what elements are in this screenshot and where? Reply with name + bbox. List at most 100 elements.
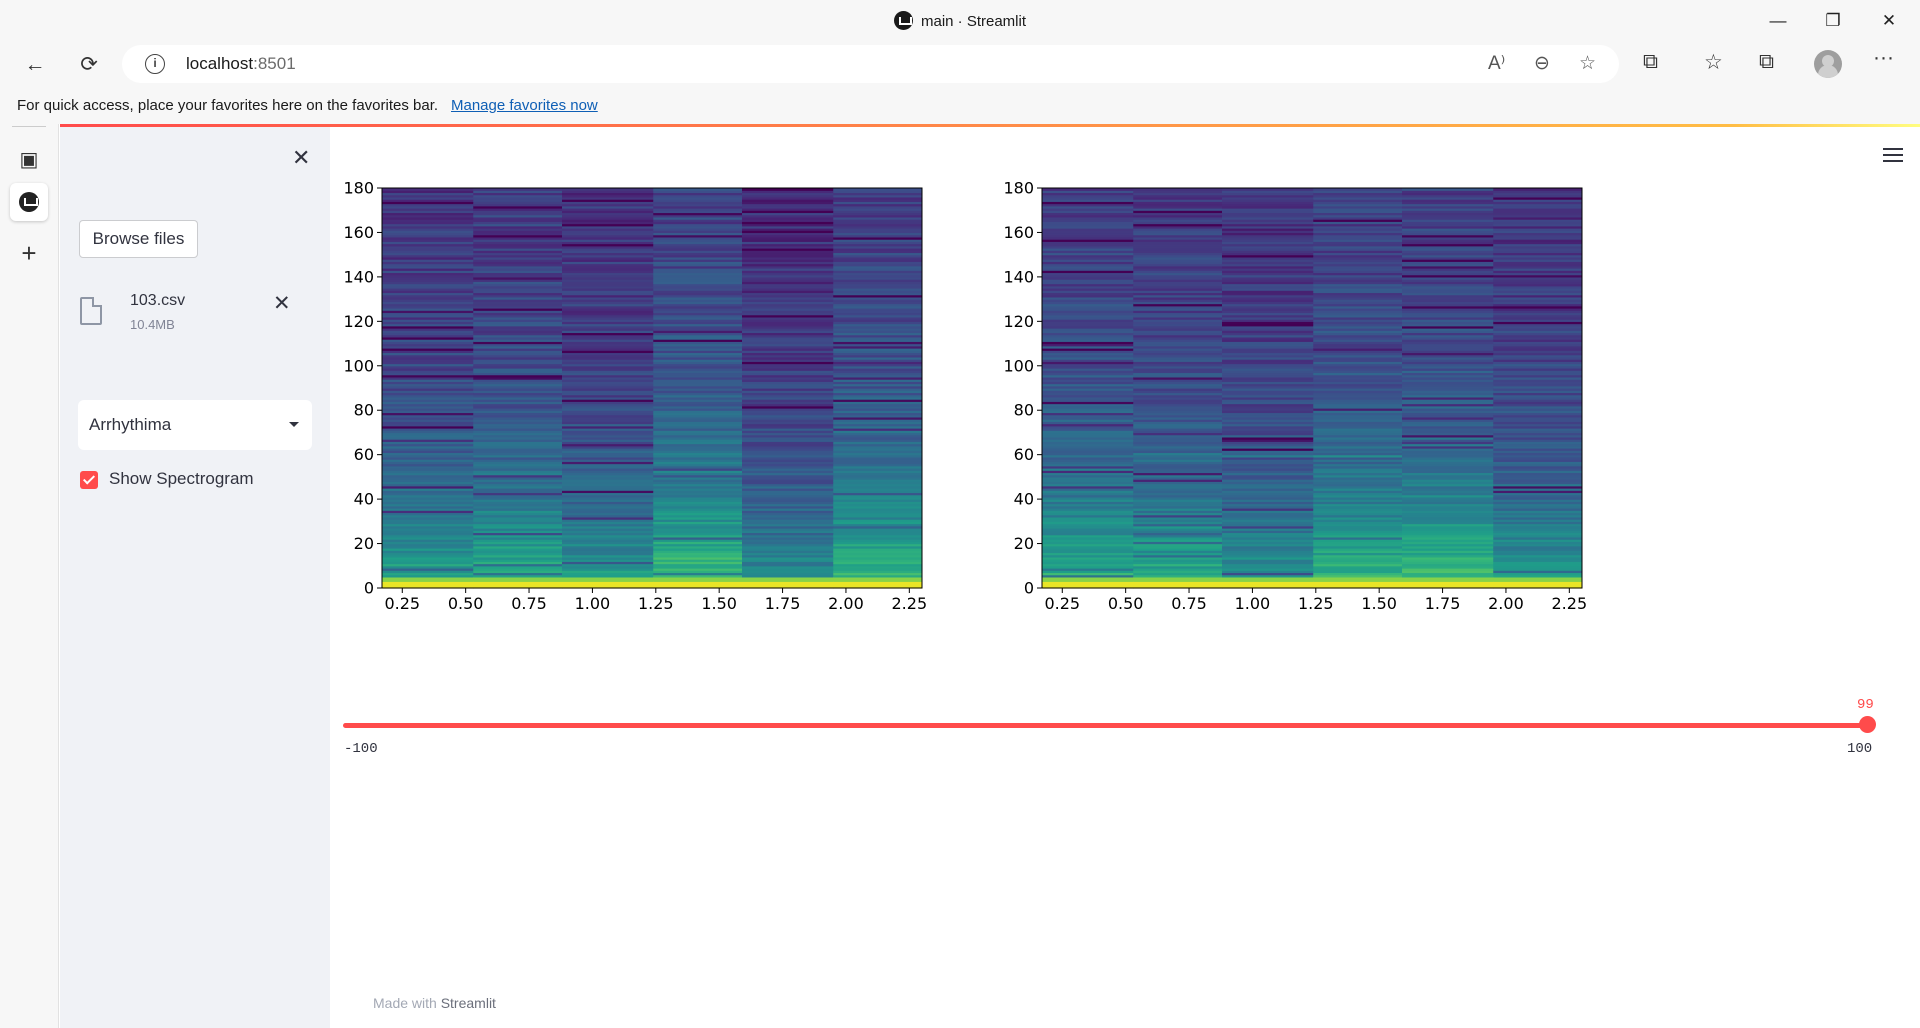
heatmap-cell [653,303,743,307]
heatmap-cell [1313,481,1403,485]
heatmap-cell [473,348,563,351]
heatmap-cell [742,343,834,347]
heatmap-cell [1493,299,1583,302]
show-spectrogram-checkbox[interactable] [80,471,98,489]
heatmap-cell [1402,499,1494,502]
heatmap-cell [653,310,743,314]
heatmap-cell [653,463,743,467]
minimize-button[interactable]: — [1769,11,1787,30]
heatmap-cell [1042,250,1134,254]
heatmap-cell [1133,212,1223,216]
heatmap-cell [562,248,654,251]
slider-thumb[interactable] [1859,716,1876,733]
heatmap-cell [1313,239,1403,242]
slider-min-label: -100 [344,741,378,757]
heatmap-cell [833,334,923,338]
restore-button[interactable]: ❐ [1825,11,1841,30]
heatmap-cell [833,579,923,582]
heatmap-cell [1402,352,1494,356]
heatmap-cell [473,256,563,260]
site-info-icon[interactable]: i [145,54,165,74]
heatmap-cell [382,252,474,256]
footer-brand-link[interactable]: Streamlit [440,995,496,1011]
heatmap-cell [562,408,654,411]
heatmap-cell [1222,243,1314,247]
heatmap-cell [1222,356,1314,360]
heatmap-cell [562,219,654,222]
heatmap-cell [1133,312,1223,316]
heatmap-cell [1042,548,1134,551]
heatmap-cell [1493,421,1583,425]
y-tick-label: 0 [364,579,374,598]
heatmap-cell [1222,563,1314,567]
heatmap-cell [1222,292,1314,296]
signal-type-select[interactable]: Arrhythima [78,400,312,450]
add-tab-icon[interactable]: + [21,238,37,268]
heatmap-cell [1493,196,1583,200]
heatmap-cell [1133,476,1223,480]
heatmap-cell [1042,559,1134,562]
heatmap-cell [1402,203,1494,207]
heatmap-cell [1222,350,1314,354]
heatmap-cell [653,210,743,214]
heatmap-cell [1133,256,1223,260]
sidebar-close-icon[interactable]: ✕ [292,145,311,170]
heatmap-cell [742,492,834,496]
heatmap-cell [1222,188,1314,191]
heatmap-cell [1313,325,1403,329]
heatmap-cell [473,276,563,280]
heatmap-cell [742,572,834,576]
url-text[interactable]: localhost:8501 [186,54,296,74]
heatmap-cell [1042,192,1134,196]
profile-avatar[interactable] [1814,50,1842,78]
heatmap-cell [653,219,743,222]
close-window-button[interactable]: ✕ [1881,11,1897,30]
heatmap-cell [1493,485,1583,489]
heatmap-cell [1313,499,1403,502]
more-menu-icon[interactable]: ··· [1873,46,1894,69]
edge-tab-streamlit[interactable] [10,183,48,221]
heatmap-cell [382,328,474,331]
app-sidebar: ✕ Browse files 103.csv 10.4MB ✕ Arrhythi… [60,127,330,1028]
heatmap-cell [1402,288,1494,291]
collections-icon[interactable]: ⧉ [1759,50,1774,73]
add-favorite-icon[interactable]: ☆ [1579,53,1597,74]
heatmap-cell [653,574,743,578]
favorites-icon[interactable]: ☆ [1704,51,1723,74]
manage-favorites-link[interactable]: Manage favorites now [451,97,598,114]
heatmap-cell [1042,445,1134,449]
show-spectrogram-label[interactable]: Show Spectrogram [109,469,254,488]
heatmap-cell [1402,312,1494,316]
extensions-icon[interactable]: ⧉ [1643,50,1658,73]
heatmap-cell [1493,321,1583,325]
heatmap-cell [1133,559,1223,562]
tab-actions-icon[interactable]: ▣ [19,149,39,171]
heatmap-cell [653,281,743,285]
heatmap-cell [1042,261,1134,265]
x-tick-label: 0.50 [448,594,484,613]
main-menu-icon[interactable] [1883,148,1903,164]
heatmap-cell [1222,388,1314,391]
browse-files-button[interactable]: Browse files [79,220,198,258]
back-arrow-icon[interactable]: ← [24,53,46,76]
read-aloud-icon[interactable]: A⁾ [1488,53,1506,74]
address-bar[interactable]: i localhost:8501 A⁾ ⊖ ☆ [122,45,1619,83]
heatmap-cell [1493,401,1583,405]
heatmap-cell [1042,248,1134,251]
heatmap-cell [1042,439,1134,442]
heatmap-cell [653,201,743,205]
heatmap-cell [833,214,923,218]
refresh-icon[interactable]: ⟳ [80,53,98,76]
heatmap-cell [562,388,654,391]
heatmap-cell [1133,390,1223,394]
heatmap-cell [742,305,834,309]
heatmap-cell [653,441,743,445]
heatmap-cell [1042,488,1134,491]
heatmap-cell [1222,216,1314,220]
zoom-out-icon[interactable]: ⊖ [1534,53,1550,74]
heatmap-cell [1133,554,1223,558]
slider-track[interactable] [343,723,1870,728]
remove-file-icon[interactable]: ✕ [273,292,291,315]
heatmap-cell [1313,505,1403,509]
heatmap-cell [562,421,654,425]
